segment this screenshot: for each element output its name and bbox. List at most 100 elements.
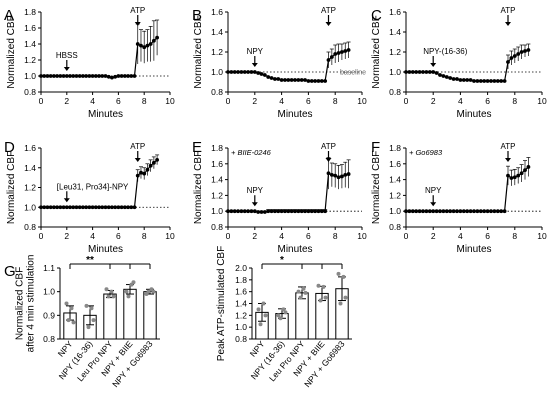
x-tick-label-f: 6 — [485, 231, 490, 241]
data-point-c — [434, 71, 439, 75]
y-tick-label-c: 1.4 — [389, 27, 401, 37]
annotation-arrowhead-d — [134, 158, 141, 162]
bar-g6 — [103, 293, 117, 340]
y-tick-label-d: 0.8 — [24, 222, 36, 232]
data-point-d — [135, 173, 140, 178]
data-point-d — [97, 205, 101, 210]
data-point-a — [84, 74, 89, 78]
x-tick-label-e: 0 — [226, 231, 231, 241]
replicate-point-g6 — [89, 306, 94, 311]
x-tick-label-e: 4 — [279, 231, 284, 241]
data-point-a — [39, 74, 43, 78]
data-point-e — [303, 209, 307, 214]
data-point-f — [431, 209, 436, 214]
data-point-a — [90, 74, 95, 78]
data-point-f — [509, 176, 514, 180]
data-point-e — [346, 172, 351, 176]
x-axis-title-d: Minutes — [88, 244, 123, 255]
y-tick-label-a: 1.2 — [24, 55, 36, 65]
annotation-label-d: ATP — [130, 142, 145, 151]
replicate-point-g7 — [298, 295, 303, 300]
x-tick-label-a: 0 — [39, 96, 44, 106]
data-point-b — [226, 70, 230, 74]
y-tick-label-a: 1.0 — [24, 71, 36, 81]
data-point-d — [55, 205, 60, 210]
y-tick-label-e: 1.2 — [211, 190, 223, 200]
y-tick-label-g6: 0.9 — [43, 310, 55, 320]
data-point-f — [526, 165, 531, 169]
data-point-c — [448, 76, 453, 80]
data-point-c — [502, 79, 507, 83]
data-point-e — [323, 209, 328, 214]
data-point-d — [90, 205, 95, 210]
y-tick-label-e: 1.8 — [211, 143, 223, 153]
data-point-b — [229, 70, 234, 74]
replicate-point-g7 — [256, 307, 261, 312]
data-point-d — [129, 205, 134, 210]
data-point-c — [414, 70, 419, 74]
annotation-arrowhead-a — [63, 67, 70, 71]
data-point-f — [523, 168, 527, 173]
data-point-b — [313, 79, 317, 83]
panel-letter-f: F — [371, 139, 380, 156]
annotation-arrowhead-e — [251, 202, 258, 207]
data-point-e — [286, 209, 291, 214]
x-tick-label-b: 0 — [226, 96, 231, 106]
x-tick-label-d: 4 — [90, 231, 95, 241]
y-tick-label-e: 0.8 — [211, 222, 223, 232]
data-point-c — [431, 70, 436, 74]
data-point-e — [340, 174, 344, 179]
data-point-c — [421, 70, 425, 74]
replicate-point-g6 — [126, 294, 131, 299]
data-point-d — [52, 205, 56, 210]
x-axis-title-e: Minutes — [277, 244, 312, 255]
y-tick-label-c: 1.6 — [389, 7, 401, 17]
replicate-point-g6 — [111, 294, 116, 299]
data-point-e — [296, 209, 301, 214]
y-tick-label-e: 1.6 — [211, 159, 223, 169]
y-tick-label-b: 0.8 — [211, 87, 223, 97]
replicate-point-g7 — [296, 289, 301, 294]
data-point-f — [472, 209, 476, 214]
y-tick-label-f: 1.2 — [389, 190, 401, 200]
data-point-d — [84, 205, 89, 210]
data-point-a — [64, 74, 69, 78]
data-point-a — [135, 42, 140, 46]
replicate-point-g7 — [258, 322, 263, 327]
data-point-b — [242, 70, 247, 74]
panel-letter-d: D — [4, 139, 15, 156]
data-point-d — [106, 205, 111, 210]
data-point-e — [256, 210, 261, 214]
data-point-a — [58, 74, 63, 78]
y-tick-label-f: 1.4 — [389, 175, 401, 185]
data-point-f — [485, 209, 490, 214]
data-point-f — [519, 171, 524, 176]
data-point-d — [132, 205, 137, 210]
data-point-b — [346, 48, 351, 52]
y-axis-title-f: Normalized CBF — [371, 151, 382, 224]
data-point-e — [319, 209, 324, 214]
data-point-f — [438, 209, 442, 214]
replicate-point-g7 — [301, 286, 306, 291]
annotation-label-a: HBSS — [56, 51, 78, 60]
data-point-f — [465, 209, 470, 214]
data-point-a — [119, 74, 124, 78]
data-point-d — [42, 205, 47, 210]
y-tick-label-e: 1.0 — [211, 206, 223, 216]
annotation-label-c: NPY-(16-36) — [423, 47, 468, 56]
data-point-f — [427, 209, 432, 214]
data-point-e — [326, 171, 331, 176]
y-tick-label-c: 1.0 — [389, 67, 401, 77]
replicate-point-g7 — [303, 290, 308, 295]
data-point-c — [417, 70, 422, 74]
data-point-b — [266, 75, 271, 79]
data-point-a — [45, 74, 50, 78]
annotation-arrowhead-c — [505, 22, 511, 26]
data-point-b — [299, 78, 304, 82]
data-point-a — [155, 35, 160, 40]
y-tick-label-b: 1.2 — [211, 47, 223, 57]
annotation-label-b: ATP — [321, 6, 336, 15]
annotation-arrowhead-b — [251, 63, 258, 67]
x-tick-label-c: 0 — [404, 96, 409, 106]
x-tick-label-b: 2 — [252, 96, 257, 106]
